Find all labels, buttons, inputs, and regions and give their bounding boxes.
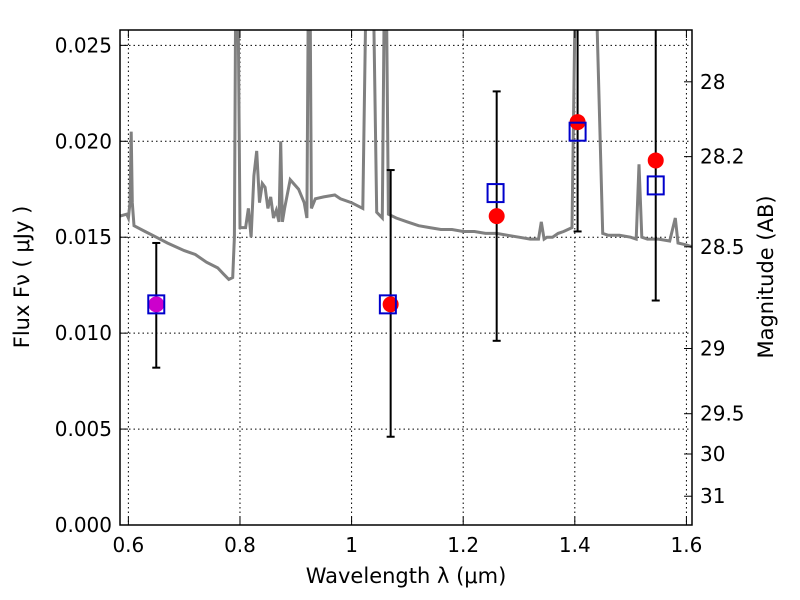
plot-area <box>120 30 692 438</box>
right-axis-title: Magnitude (AB) <box>754 195 778 358</box>
y-axis-title: Flux Fν ( μJy ) <box>10 206 34 349</box>
plot-frame <box>119 29 693 526</box>
model-photometry-square <box>646 175 665 196</box>
y-tick-label: 0.000 <box>55 513 112 537</box>
sed-model-line <box>120 30 692 282</box>
observed-point <box>647 152 664 169</box>
right-tick-label: 29 <box>700 336 725 360</box>
x-tick-label: 1.2 <box>447 533 479 557</box>
observed-point <box>148 296 165 313</box>
x-axis-title: Wavelength λ (μm) <box>306 564 507 588</box>
right-tick-label: 31 <box>700 484 725 508</box>
right-tick-label: 29.5 <box>700 402 745 426</box>
model-photometry-square <box>147 294 166 315</box>
model-photometry-square <box>486 183 505 204</box>
x-tick-label: 0.6 <box>112 533 144 557</box>
y-tick-label: 0.015 <box>55 225 112 249</box>
y-tick-label: 0.025 <box>55 33 112 57</box>
x-tick-label: 1 <box>345 533 358 557</box>
right-tick-label: 30 <box>700 442 725 466</box>
right-tick-label: 28 <box>700 70 725 94</box>
data-markers <box>147 114 665 315</box>
model-photometry-square <box>568 121 587 142</box>
right-tick-label: 28.2 <box>700 145 745 169</box>
y-tick-label: 0.010 <box>55 321 112 345</box>
model-photometry-square <box>378 294 397 315</box>
y-tick-label: 0.020 <box>55 129 112 153</box>
y-tick-label: 0.005 <box>55 417 112 441</box>
error-bars <box>152 30 660 438</box>
axis-ticks: 0.6 0.8 1 1.2 1.4 1.6 0.000 0.005 0.010 0.015 0.02… <box>55 30 745 557</box>
observed-point <box>488 208 505 225</box>
x-tick-label: 1.6 <box>671 533 703 557</box>
x-tick-label: 1.4 <box>559 533 591 557</box>
grid-lines <box>120 30 692 525</box>
observed-point <box>382 296 399 313</box>
x-tick-label: 0.8 <box>224 533 256 557</box>
right-tick-label: 28.5 <box>700 235 745 259</box>
